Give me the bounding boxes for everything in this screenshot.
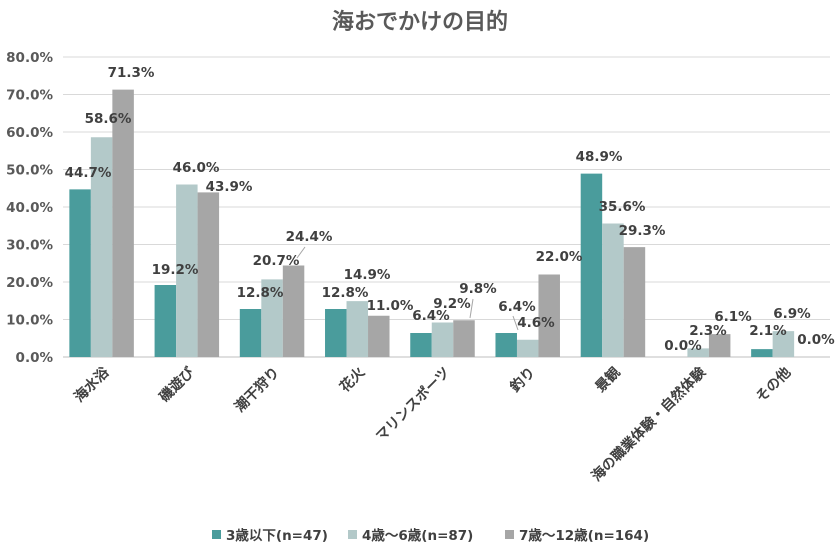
y-tick-label: 50.0% — [6, 163, 53, 179]
category-label: 潮干狩り — [231, 364, 283, 416]
data-label: 48.9% — [576, 149, 623, 165]
leader-line — [512, 315, 519, 331]
y-tick-label: 30.0% — [6, 238, 53, 254]
bar-2 — [176, 184, 198, 357]
bar-3 — [112, 89, 134, 357]
legend-label: 3歳以下(n=47) — [226, 527, 328, 544]
data-label: 2.1% — [749, 323, 787, 339]
legend-swatch — [212, 530, 221, 539]
bar-1 — [154, 285, 177, 357]
bar-3 — [623, 247, 646, 357]
bar-1 — [239, 309, 262, 357]
data-label: 14.9% — [344, 267, 391, 283]
y-tick-label: 80.0% — [6, 50, 53, 66]
category-label: マリンスポーツ — [372, 364, 453, 445]
data-label: 0.0% — [797, 332, 835, 348]
leader-line — [469, 298, 474, 319]
data-label: 6.9% — [773, 306, 811, 322]
data-label: 9.2% — [433, 296, 471, 312]
bar-2 — [772, 331, 795, 357]
bar-2 — [687, 348, 709, 357]
bar-3 — [197, 192, 220, 357]
bar-1 — [410, 333, 432, 357]
category-label: 釣り — [507, 364, 539, 396]
bar-3 — [368, 315, 390, 357]
data-label: 6.4% — [498, 299, 536, 315]
data-label: 71.3% — [108, 65, 155, 81]
data-label: 6.1% — [714, 309, 752, 325]
bar-2 — [261, 279, 283, 357]
bar-3 — [538, 274, 560, 357]
data-label: 6.4% — [412, 308, 450, 324]
category-label: 景観 — [592, 364, 624, 396]
category-label: 花火 — [336, 363, 369, 396]
data-label: 24.4% — [286, 229, 333, 245]
y-tick-label: 10.0% — [6, 313, 53, 329]
bar-2 — [346, 301, 369, 357]
data-label: 58.6% — [85, 111, 132, 127]
data-label: 12.8% — [237, 285, 284, 301]
category-label: 海水浴 — [71, 363, 113, 405]
data-label: 29.3% — [619, 223, 666, 239]
data-label: 19.2% — [152, 262, 199, 278]
y-tick-label: 20.0% — [6, 275, 53, 291]
y-tick-label: 60.0% — [6, 125, 53, 141]
category-label: 磯遊び — [156, 363, 198, 405]
bar-2 — [431, 322, 454, 357]
bar-3 — [453, 320, 475, 357]
leader-line — [296, 246, 306, 259]
y-tick-label: 40.0% — [6, 200, 53, 216]
bar-2 — [516, 339, 539, 357]
data-label: 20.7% — [253, 253, 300, 269]
bar-2 — [90, 137, 113, 357]
bar-1 — [751, 349, 773, 357]
data-label: 9.8% — [459, 281, 497, 297]
data-label: 2.3% — [689, 323, 727, 339]
bar-1 — [325, 309, 347, 357]
data-label: 11.0% — [367, 298, 414, 314]
data-label: 46.0% — [173, 160, 220, 176]
category-label: その他 — [752, 364, 794, 406]
bar-1 — [69, 189, 91, 357]
bar-3 — [282, 265, 305, 357]
bar-1 — [580, 173, 603, 357]
legend-swatch — [348, 530, 357, 539]
data-label: 0.0% — [664, 338, 702, 354]
bar-1 — [495, 333, 517, 357]
data-label: 43.9% — [206, 179, 253, 195]
bar-3 — [708, 334, 731, 357]
data-label: 35.6% — [599, 199, 646, 215]
legend-label: 7歳〜12歳(n=164) — [519, 527, 649, 544]
legend-label: 4歳〜6歳(n=87) — [362, 527, 473, 544]
data-label: 12.8% — [322, 285, 369, 301]
y-tick-label: 0.0% — [16, 350, 54, 366]
legend-swatch — [505, 530, 514, 539]
bar-2 — [602, 223, 624, 357]
data-label: 22.0% — [536, 249, 583, 265]
data-label: 4.6% — [517, 315, 555, 331]
chart-title: 海おでかけの目的 — [331, 10, 508, 35]
y-tick-label: 70.0% — [6, 88, 53, 104]
data-label: 44.7% — [65, 165, 112, 181]
